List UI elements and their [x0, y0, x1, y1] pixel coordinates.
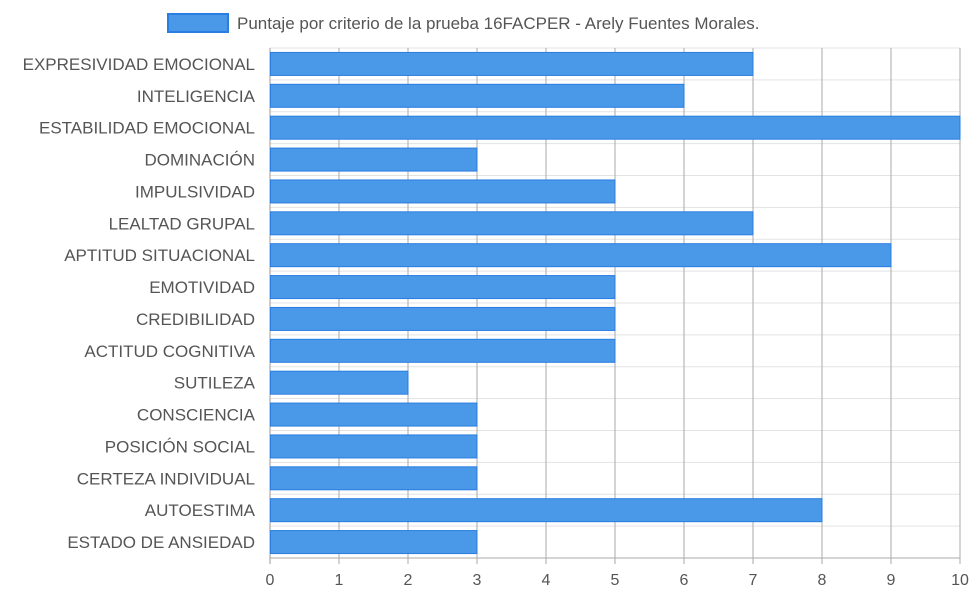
- bar[interactable]: [270, 370, 409, 395]
- bar[interactable]: [270, 51, 754, 76]
- x-tick-label: 8: [818, 572, 827, 589]
- bar[interactable]: [270, 338, 616, 363]
- category-label: IMPULSIVIDAD: [135, 182, 255, 201]
- category-label: CREDIBILIDAD: [136, 310, 255, 329]
- x-tick-label: 5: [611, 572, 620, 589]
- category-label: LEALTAD GRUPAL: [109, 214, 255, 233]
- category-label: CONSCIENCIA: [137, 406, 256, 425]
- x-tick-label: 3: [473, 572, 482, 589]
- category-label: INTELIGENCIA: [137, 87, 256, 106]
- category-label: AUTOESTIMA: [145, 501, 256, 520]
- category-labels: EXPRESIVIDAD EMOCIONAL INTELIGENCIA ESTABI…: [23, 55, 256, 552]
- x-axis-ticks: 0 1 2 3 4 5 6 7 8 9 10: [266, 572, 969, 589]
- bar[interactable]: [270, 275, 616, 300]
- bar[interactable]: [270, 434, 478, 459]
- category-label: SUTILEZA: [174, 374, 256, 393]
- category-label: ACTITUD COGNITIVA: [84, 342, 255, 361]
- category-label: ESTABILIDAD EMOCIONAL: [39, 119, 255, 138]
- category-label: APTITUD SITUACIONAL: [64, 246, 255, 265]
- bar[interactable]: [270, 179, 616, 204]
- x-tick-label: 7: [749, 572, 758, 589]
- bar[interactable]: [270, 243, 892, 268]
- legend[interactable]: Puntaje por criterio de la prueba 16FACP…: [167, 13, 760, 33]
- bar[interactable]: [270, 147, 478, 172]
- bar[interactable]: [270, 466, 478, 491]
- x-tick-label: 4: [542, 572, 551, 589]
- x-tick-label: 2: [404, 572, 413, 589]
- category-label: DOMINACIÓN: [145, 151, 256, 170]
- category-label: EMOTIVIDAD: [149, 278, 255, 297]
- x-tick-label: 9: [887, 572, 896, 589]
- legend-label: Puntaje por criterio de la prueba 16FACP…: [237, 14, 760, 33]
- bars: [270, 51, 961, 555]
- bar[interactable]: [270, 306, 616, 331]
- bar[interactable]: [270, 530, 478, 555]
- x-tick-label: 6: [680, 572, 689, 589]
- bar[interactable]: [270, 115, 961, 140]
- category-label: CERTEZA INDIVIDUAL: [77, 469, 255, 488]
- bar[interactable]: [270, 498, 823, 523]
- x-tick-label: 10: [951, 572, 969, 589]
- x-tick-label: 1: [335, 572, 344, 589]
- category-label: POSICIÓN SOCIAL: [105, 437, 255, 456]
- bar[interactable]: [270, 83, 685, 108]
- category-label: EXPRESIVIDAD EMOCIONAL: [23, 55, 255, 74]
- x-tick-label: 0: [266, 572, 275, 589]
- category-label: ESTADO DE ANSIEDAD: [67, 533, 255, 552]
- legend-swatch: [167, 13, 229, 33]
- grid: [269, 47, 961, 564]
- bar[interactable]: [270, 211, 754, 236]
- bar[interactable]: [270, 402, 478, 427]
